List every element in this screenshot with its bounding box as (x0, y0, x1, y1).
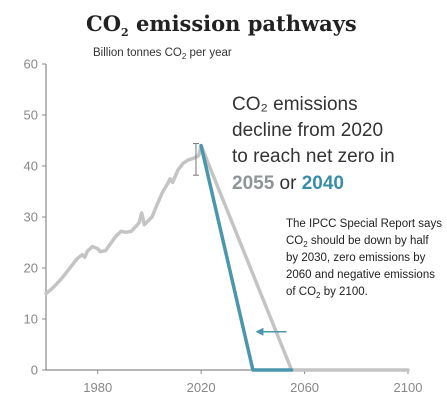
tick-labels: 0 10 20 30 40 50 60 1980 2020 2060 2100 (24, 57, 423, 396)
ipcc-note: The IPCC Special Report says CO2 should … (286, 218, 442, 300)
headline-year-teal: 2040 (302, 173, 344, 194)
x-tick-label: 2060 (290, 380, 319, 395)
y-tick-label: 10 (24, 312, 38, 327)
note-line-3: by 2030, zero emissions by (286, 252, 426, 264)
y-tick-label: 30 (24, 210, 38, 225)
y-tick-label: 20 (24, 261, 38, 276)
chart-title: CO2 emission pathways (86, 11, 357, 39)
series-layer (44, 143, 410, 372)
headline-line-3: to reach net zero in (232, 146, 395, 167)
headline: CO₂ emissions decline from 2020 to reach… (232, 94, 395, 194)
y-unit-label: Billion tonnes CO2 per year (93, 47, 232, 61)
x-tick-label: 2100 (394, 380, 423, 395)
y-tick-label: 60 (24, 57, 38, 72)
note-line-4: 2060 and negative emissions (286, 269, 435, 281)
headline-line-4: 2055 or 2040 (232, 173, 344, 194)
x-tick-label: 2020 (187, 380, 216, 395)
series-line-teal (199, 143, 294, 372)
note-line-1: The IPCC Special Report says (286, 218, 442, 230)
note-line-5: of CO2 by 2100. (286, 286, 368, 300)
note-line-2: CO2 should be down by half (286, 235, 429, 249)
x-tick-label: 1980 (83, 380, 112, 395)
series-line-grey (44, 143, 410, 372)
headline-line-2: decline from 2020 (232, 120, 383, 141)
headline-line-1: CO₂ emissions (232, 94, 358, 115)
annotations (192, 143, 287, 336)
y-tick-label: 50 (24, 108, 38, 123)
y-tick-label: 40 (24, 159, 38, 174)
y-tick-label: 0 (31, 363, 38, 378)
arrow-head (255, 327, 264, 336)
headline-year-grey: 2055 (232, 173, 275, 194)
